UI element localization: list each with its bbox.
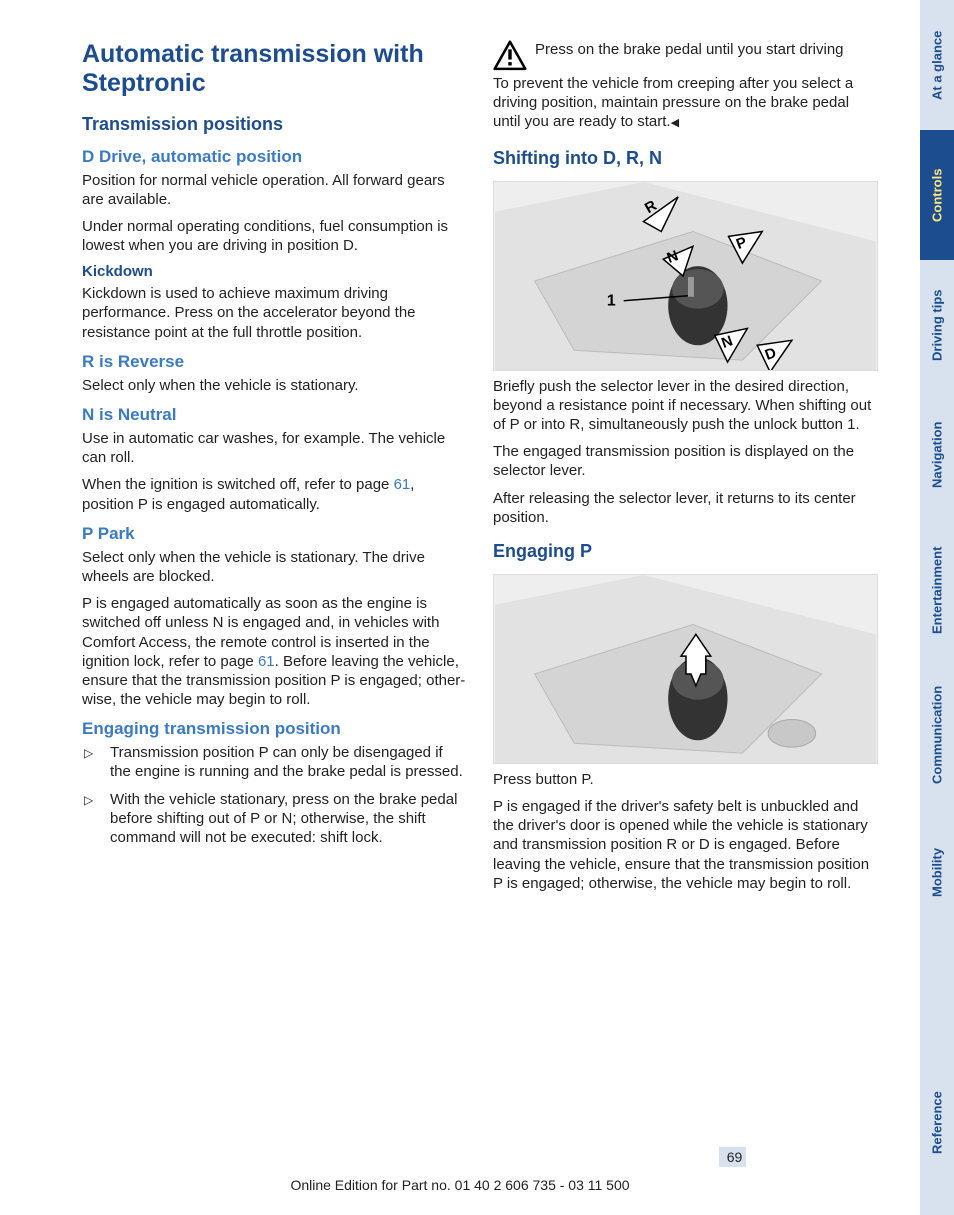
heading-d-drive: D Drive, automatic position — [82, 147, 467, 167]
body-text: Under normal operating conditions, fuel … — [82, 217, 467, 255]
figure-engage-p — [493, 574, 878, 764]
heading-engaging-p: Engaging P — [493, 541, 878, 562]
sidebar-tab[interactable]: Entertainment — [920, 520, 954, 660]
list-text: Transmission position P can only be dise… — [110, 744, 463, 780]
body-text: P is engaged if the driver's safety belt… — [493, 797, 878, 893]
sidebar-tab — [920, 935, 954, 1030]
heading-shifting-drn: Shifting into D, R, N — [493, 148, 878, 169]
figure-shift-lever: R N P N D 1 — [493, 181, 878, 371]
warning-block: Press on the brake pedal until you start… — [493, 40, 878, 70]
body-text: P is engaged automatically as soon as th… — [82, 594, 467, 709]
triangle-bullet-icon: ▷ — [84, 793, 93, 808]
warning-icon — [493, 40, 527, 70]
sidebar-tab[interactable]: Navigation — [920, 390, 954, 520]
sidebar-tab[interactable]: At a glance — [920, 0, 954, 130]
right-column: Press on the brake pedal until you start… — [493, 40, 878, 901]
list-item: ▷ With the vehicle stationary, press on … — [82, 790, 467, 848]
page-ref-link[interactable]: 61 — [394, 476, 411, 493]
figure-svg — [494, 575, 877, 763]
text: When the ignition is switched off, refer… — [82, 476, 394, 493]
body-text: Use in automatic car washes, for example… — [82, 429, 467, 467]
list-item: ▷ Transmission position P can only be di… — [82, 743, 467, 781]
warning-body: To prevent the vehicle from creeping aft… — [493, 74, 878, 132]
heading-engaging-position: Engaging transmission position — [82, 719, 467, 739]
left-column: Automatic transmission with Steptronic T… — [82, 40, 467, 901]
heading-kickdown: Kickdown — [82, 263, 467, 280]
footer-line: Online Edition for Part no. 01 40 2 606 … — [0, 1177, 920, 1193]
heading-transmission-positions: Transmission positions — [82, 114, 467, 135]
body-text: Briefly push the selector lever in the d… — [493, 377, 878, 435]
figure-svg: R N P N D 1 — [494, 182, 877, 370]
body-text: Select only when the vehicle is stationa… — [82, 548, 467, 586]
body-text: When the ignition is switched off, refer… — [82, 475, 467, 513]
sidebar-tab[interactable]: Driving tips — [920, 260, 954, 390]
sidebar-tabs: At a glanceControlsDriving tipsNavigatio… — [920, 0, 954, 1215]
body-text: Position for normal vehicle operation. A… — [82, 171, 467, 209]
sidebar-tab[interactable]: Reference — [920, 1030, 954, 1215]
body-text: The engaged transmission position is dis… — [493, 442, 878, 480]
list-text: With the vehicle stationary, press on th… — [110, 791, 457, 846]
body-text: Press button P. — [493, 770, 878, 789]
heading-r-reverse: R is Reverse — [82, 352, 467, 372]
page-ref-link[interactable]: 61 — [258, 653, 275, 670]
page-content: Automatic transmission with Steptronic T… — [82, 40, 882, 901]
body-text: Select only when the vehicle is stationa… — [82, 376, 467, 395]
sidebar-tab[interactable]: Communication — [920, 660, 954, 810]
page-number: 69 — [719, 1147, 747, 1167]
body-text: After releasing the selector lever, it r… — [493, 489, 878, 527]
triangle-bullet-icon: ▷ — [84, 746, 93, 761]
body-text: Kickdown is used to achieve maximum driv… — [82, 284, 467, 342]
sidebar-tab[interactable]: Controls — [920, 130, 954, 260]
page-number-row: 69 — [0, 1147, 900, 1167]
end-marker-icon: ◀ — [671, 117, 679, 129]
page-title: Automatic transmission with Steptronic — [82, 40, 467, 98]
bullet-list: ▷ Transmission position P can only be di… — [82, 743, 467, 847]
warning-title: Press on the brake pedal until you start… — [535, 40, 844, 68]
fig-callout: 1 — [607, 292, 616, 309]
heading-p-park: P Park — [82, 524, 467, 544]
heading-n-neutral: N is Neutral — [82, 405, 467, 425]
sidebar-tab[interactable]: Mobility — [920, 810, 954, 935]
